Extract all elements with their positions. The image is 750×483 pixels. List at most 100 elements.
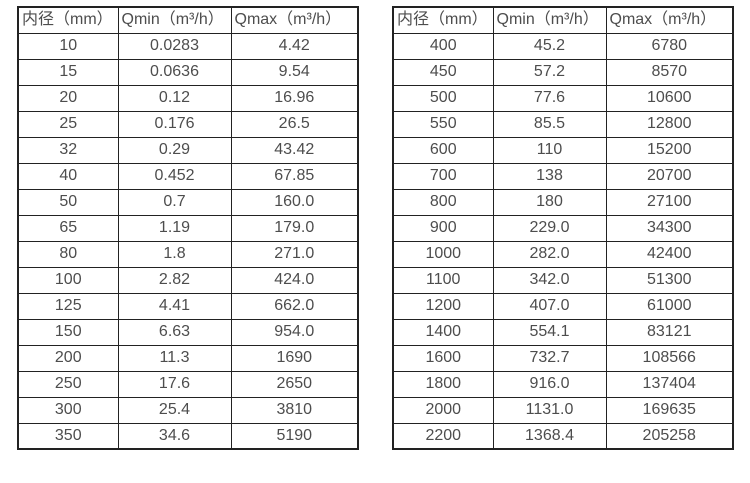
table-cell: 20 [17, 84, 119, 112]
table-cell: 1100 [392, 266, 494, 294]
table-row: 1400 554.1 83121 [392, 318, 734, 346]
spec-table-left: 内径（mm） Qmin（m³/h） Qmax（m³/h） 10 0.0283 4.4… [17, 6, 359, 450]
table-cell: 450 [392, 58, 494, 86]
table-row: 700 138 20700 [392, 162, 734, 190]
table-cell: 160.0 [230, 188, 359, 216]
table-cell: 1600 [392, 344, 494, 372]
table-row: 125 4.41 662.0 [17, 292, 359, 320]
table-cell: 424.0 [230, 266, 359, 294]
table-cell: 700 [392, 162, 494, 190]
table-row: 80 1.8 271.0 [17, 240, 359, 268]
table-row: 150 6.63 954.0 [17, 318, 359, 346]
table-cell: 11.3 [117, 344, 232, 372]
table-cell: 25.4 [117, 396, 232, 424]
table-row: 65 1.19 179.0 [17, 214, 359, 242]
table-cell: 2.82 [117, 266, 232, 294]
table-cell: 34300 [605, 214, 734, 242]
table-cell: 43.42 [230, 136, 359, 164]
table-cell: 27100 [605, 188, 734, 216]
table-cell: 300 [17, 396, 119, 424]
table-cell: 500 [392, 84, 494, 112]
table-row: 400 45.2 6780 [392, 32, 734, 60]
table-cell: 0.452 [117, 162, 232, 190]
table-cell: 16.96 [230, 84, 359, 112]
table-row: 350 34.6 5190 [17, 422, 359, 450]
table-cell: 550 [392, 110, 494, 138]
column-header-qmax: Qmax（m³/h） [605, 6, 734, 34]
table-cell: 342.0 [492, 266, 607, 294]
table-cell: 42400 [605, 240, 734, 268]
table-row: 1200 407.0 61000 [392, 292, 734, 320]
table-cell: 61000 [605, 292, 734, 320]
table-row: 1800 916.0 137404 [392, 370, 734, 398]
column-header-qmax: Qmax（m³/h） [230, 6, 359, 34]
column-header-qmin: Qmin（m³/h） [117, 6, 232, 34]
table-cell: 800 [392, 188, 494, 216]
table-cell: 25 [17, 110, 119, 138]
table-row: 100 2.82 424.0 [17, 266, 359, 294]
table-cell: 57.2 [492, 58, 607, 86]
table-row: 40 0.452 67.85 [17, 162, 359, 190]
table-cell: 900 [392, 214, 494, 242]
table-row: 1100 342.0 51300 [392, 266, 734, 294]
table-cell: 0.29 [117, 136, 232, 164]
table-cell: 8570 [605, 58, 734, 86]
table-cell: 179.0 [230, 214, 359, 242]
table-cell: 2650 [230, 370, 359, 398]
table-cell: 2000 [392, 396, 494, 424]
table-cell: 662.0 [230, 292, 359, 320]
table-cell: 110 [492, 136, 607, 164]
table-cell: 4.41 [117, 292, 232, 320]
table-row: 2200 1368.4 205258 [392, 422, 734, 450]
table-row: 200 11.3 1690 [17, 344, 359, 372]
table-row: 800 180 27100 [392, 188, 734, 216]
table-cell: 407.0 [492, 292, 607, 320]
table-row: 15 0.0636 9.54 [17, 58, 359, 86]
table-cell: 10600 [605, 84, 734, 112]
table-cell: 138 [492, 162, 607, 190]
table-cell: 0.0636 [117, 58, 232, 86]
table-cell: 150 [17, 318, 119, 346]
table-row: 500 77.6 10600 [392, 84, 734, 112]
table-cell: 17.6 [117, 370, 232, 398]
header-row: 内径（mm） Qmin（m³/h） Qmax（m³/h） [392, 6, 734, 34]
table-cell: 34.6 [117, 422, 232, 450]
table-row: 600 110 15200 [392, 136, 734, 164]
table-cell: 9.54 [230, 58, 359, 86]
table-cell: 26.5 [230, 110, 359, 138]
table-row: 50 0.7 160.0 [17, 188, 359, 216]
table-cell: 250 [17, 370, 119, 398]
table-cell: 180 [492, 188, 607, 216]
table-cell: 6.63 [117, 318, 232, 346]
table-cell: 50 [17, 188, 119, 216]
table-cell: 1200 [392, 292, 494, 320]
table-cell: 1000 [392, 240, 494, 268]
table-cell: 916.0 [492, 370, 607, 398]
column-header-diameter: 内径（mm） [392, 6, 494, 34]
table-cell: 67.85 [230, 162, 359, 190]
table-cell: 77.6 [492, 84, 607, 112]
column-header-diameter: 内径（mm） [17, 6, 119, 34]
table-cell: 80 [17, 240, 119, 268]
table-row: 450 57.2 8570 [392, 58, 734, 86]
table-cell: 15 [17, 58, 119, 86]
table-cell: 229.0 [492, 214, 607, 242]
table-cell: 40 [17, 162, 119, 190]
table-row: 250 17.6 2650 [17, 370, 359, 398]
table-cell: 65 [17, 214, 119, 242]
table-cell: 10 [17, 32, 119, 60]
table-cell: 108566 [605, 344, 734, 372]
table-cell: 2200 [392, 422, 494, 450]
table-cell: 1.8 [117, 240, 232, 268]
table-cell: 1690 [230, 344, 359, 372]
table-row: 300 25.4 3810 [17, 396, 359, 424]
table-cell: 3810 [230, 396, 359, 424]
table-cell: 85.5 [492, 110, 607, 138]
table-row: 1000 282.0 42400 [392, 240, 734, 268]
table-cell: 20700 [605, 162, 734, 190]
table-cell: 12800 [605, 110, 734, 138]
table-cell: 6780 [605, 32, 734, 60]
table-cell: 4.42 [230, 32, 359, 60]
table-cell: 169635 [605, 396, 734, 424]
